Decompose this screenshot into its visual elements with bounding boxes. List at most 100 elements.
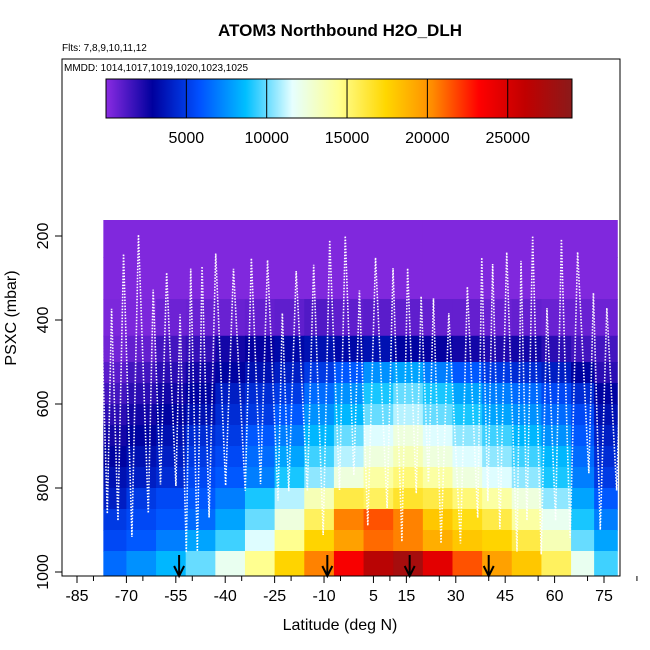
heatmap-cell [452, 404, 483, 426]
heatmap-cell [422, 383, 454, 405]
heatmap-cell [215, 551, 246, 576]
heatmap-cell [594, 335, 618, 363]
heatmap-cell [103, 551, 128, 576]
heatmap-cell [126, 446, 157, 468]
y-axis: 200 400 600 800 1000 [35, 223, 63, 590]
heatmap-cell [482, 220, 513, 258]
heatmap-cell [244, 488, 276, 510]
heatmap-cell [571, 530, 595, 552]
heatmap-cell [482, 362, 513, 384]
heatmap-cell [363, 509, 394, 531]
heatmap-cell [156, 220, 187, 258]
x-tick-label: -40 [214, 588, 237, 605]
heatmap-cell [126, 551, 157, 576]
heatmap-cell [304, 530, 335, 552]
heatmap-cell [244, 362, 276, 384]
heatmap-cell [274, 404, 305, 426]
heatmap-cell [333, 404, 365, 426]
heatmap-cell [511, 551, 543, 576]
heatmap-cell [215, 467, 246, 489]
heatmap-cell [452, 220, 483, 258]
heatmap-cell [571, 446, 595, 468]
x-axis: -85 -70 -55 -40 -25 -10 5 15 30 45 60 75 [63, 575, 638, 605]
heatmap-cell [594, 509, 618, 531]
heatmap-cell [185, 220, 216, 258]
heatmap-cell [571, 467, 595, 489]
heatmap-cell [156, 467, 187, 489]
heatmap-cell [594, 488, 618, 510]
heatmap-cell [511, 530, 543, 552]
heatmap-cell [333, 488, 365, 510]
heatmap-cell [452, 335, 483, 363]
heatmap-cell [333, 467, 365, 489]
heatmap-cell [333, 220, 365, 258]
profile-arrow-head [173, 565, 186, 579]
heatmap-cell [541, 383, 572, 405]
heatmap-cell [393, 383, 424, 405]
heatmap-cell [511, 446, 543, 468]
heatmap-cell [215, 220, 246, 258]
heatmap-cell [594, 551, 618, 576]
heatmap-cell [393, 509, 424, 531]
x-tick-label: 75 [595, 588, 613, 605]
heatmap-cell [541, 530, 572, 552]
heatmap-cell [304, 509, 335, 531]
heatmap-cell [541, 220, 572, 258]
heatmap-cell [274, 299, 305, 337]
heatmap-cell [185, 509, 216, 531]
heatmap-cell [274, 383, 305, 405]
heatmap-cell [393, 488, 424, 510]
heatmap-cell [304, 488, 335, 510]
heatmap-cell [452, 257, 483, 300]
heatmap-cell [452, 530, 483, 552]
heatmap-cell [103, 467, 128, 489]
heatmap-cell [156, 488, 187, 510]
heatmap-cell [274, 551, 305, 576]
x-tick-label: -85 [65, 588, 88, 605]
heatmap-cell [126, 362, 157, 384]
heatmap-cell [393, 299, 424, 337]
heatmap-cell [126, 383, 157, 405]
heatmap-cell [422, 220, 454, 258]
heatmap-cell [452, 551, 483, 576]
heatmap-cell [274, 220, 305, 258]
chart-title: ATOM3 Northbound H2O_DLH [218, 21, 462, 40]
heatmap-cell [393, 425, 424, 447]
x-axis-label: Latitude (deg N) [283, 617, 398, 634]
dates-label: MMDD: 1014,1017,1019,1020,1023,1025 [64, 63, 248, 74]
heatmap-cell [304, 362, 335, 384]
heatmap-cell [304, 467, 335, 489]
heatmap-cell [126, 530, 157, 552]
heatmap-cell [244, 530, 276, 552]
y-tick-label: 800 [35, 475, 52, 502]
x-tick-label: 30 [447, 588, 465, 605]
heatmap-cell [185, 446, 216, 468]
heatmap-cell [304, 383, 335, 405]
heatmap-cell [304, 220, 335, 258]
heatmap-cell [156, 299, 187, 337]
heatmap-cell [363, 467, 394, 489]
heatmap-cell [333, 446, 365, 468]
heatmap-cell [571, 299, 595, 337]
heatmap-cell [541, 509, 572, 531]
heatmap-cell [594, 220, 618, 258]
heatmap-cell [452, 299, 483, 337]
heatmap-cell [452, 425, 483, 447]
heatmap-cell [103, 530, 128, 552]
heatmap-cell [422, 257, 454, 300]
heatmap-cell [103, 335, 128, 363]
heatmap-cell [215, 509, 246, 531]
heatmap-cell [244, 551, 276, 576]
heatmap-cell [363, 257, 394, 300]
heatmap-cell [215, 299, 246, 337]
colorbar-tick-label: 15000 [325, 130, 370, 147]
heatmap-cell [103, 446, 128, 468]
heatmap-cell [244, 425, 276, 447]
colorbar-ticks: 5000 10000 15000 20000 25000 [169, 79, 530, 147]
heatmap-cell [156, 446, 187, 468]
heatmap-cell [571, 404, 595, 426]
heatmap-cell [156, 509, 187, 531]
heatmap-cell [333, 362, 365, 384]
heatmap-cell [482, 467, 513, 489]
heatmap-cell [304, 299, 335, 337]
